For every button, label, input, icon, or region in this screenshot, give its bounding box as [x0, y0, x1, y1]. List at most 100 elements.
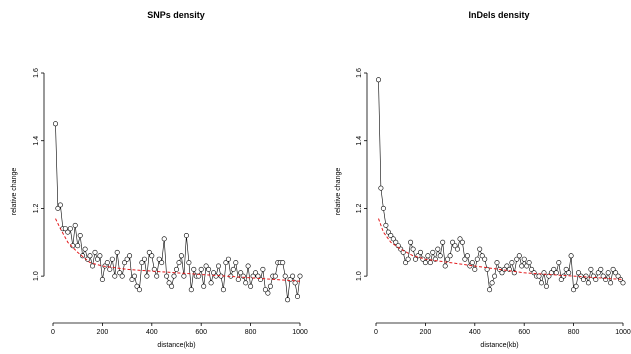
data-point [378, 185, 384, 191]
data-point [109, 256, 115, 262]
data-point [114, 249, 120, 255]
data-point [390, 236, 396, 242]
data-point [112, 273, 118, 279]
data-point [260, 266, 266, 272]
data-point [134, 283, 140, 289]
data-point [243, 280, 249, 286]
data-point [383, 222, 389, 228]
data-point [154, 273, 160, 279]
y-tick-label: 1.2 [356, 203, 363, 213]
data-point [524, 263, 530, 269]
data-point [469, 260, 475, 266]
data-point [253, 270, 259, 276]
data-point [608, 280, 614, 286]
data-point [509, 260, 515, 266]
data-point [248, 283, 254, 289]
y-axis-label: relative change [335, 168, 342, 216]
data-point [393, 239, 399, 245]
data-point [67, 226, 73, 232]
y-tick-label: 1.4 [356, 136, 363, 146]
data-point [580, 276, 586, 282]
data-point [388, 233, 394, 239]
data-point [213, 273, 219, 279]
data-point [445, 256, 451, 262]
data-point [561, 273, 567, 279]
data-point [186, 260, 192, 266]
data-point [220, 287, 226, 293]
data-point [136, 287, 142, 293]
data-point [62, 226, 68, 232]
data-point [385, 229, 391, 235]
data-point [178, 253, 184, 259]
y-tick-label: 1.6 [33, 68, 40, 78]
y-axis-label: relative change [11, 168, 18, 216]
x-axis-label: distance(kb) [480, 342, 518, 349]
y-tick-label: 1.4 [33, 136, 40, 146]
data-point [245, 263, 251, 269]
data-point [442, 263, 448, 269]
data-point [403, 260, 409, 266]
data-point [588, 266, 594, 272]
data-point [82, 246, 88, 252]
data-point [235, 276, 241, 282]
data-point [75, 243, 81, 249]
data-point [472, 266, 478, 272]
data-point [104, 260, 110, 266]
data-point [410, 246, 416, 252]
data-point [55, 205, 61, 211]
data-point [536, 273, 542, 279]
data-point [174, 266, 180, 272]
data-point [65, 229, 71, 235]
data-point [405, 256, 411, 262]
data-point [57, 202, 63, 208]
data-point [563, 266, 569, 272]
data-point [280, 260, 286, 266]
data-point [117, 270, 123, 276]
data-point [610, 266, 616, 272]
data-point [430, 249, 436, 255]
data-point [435, 246, 441, 252]
data-point [613, 270, 619, 276]
chart-panel-2: InDels density distance(kb) relative chang… [335, 10, 631, 349]
data-point [146, 249, 152, 255]
data-point [149, 253, 155, 259]
data-point [183, 233, 189, 239]
data-point [201, 283, 207, 289]
data-point [292, 280, 298, 286]
data-point [161, 236, 167, 242]
data-point [467, 263, 473, 269]
data-point [474, 256, 480, 262]
data-point [262, 287, 268, 293]
data-point [417, 249, 423, 255]
data-point [267, 283, 273, 289]
data-point [97, 253, 103, 259]
data-point [489, 280, 495, 286]
data-point [585, 280, 591, 286]
data-point [107, 266, 113, 272]
y-tick-label: 1.2 [33, 203, 40, 213]
data-point [99, 276, 105, 282]
data-point [77, 233, 83, 239]
data-point [440, 239, 446, 245]
data-point [290, 273, 296, 279]
data-point [375, 77, 381, 83]
data-point [615, 273, 621, 279]
data-point [216, 263, 222, 269]
data-point [80, 253, 86, 259]
data-point [479, 253, 485, 259]
x-tick-label: 600 [518, 329, 530, 336]
data-point [620, 280, 626, 286]
data-point [583, 273, 589, 279]
data-point [598, 266, 604, 272]
data-point [551, 266, 557, 272]
data-point [425, 253, 431, 259]
x-tick-label: 0 [51, 329, 55, 336]
data-point [169, 283, 175, 289]
data-point [595, 270, 601, 276]
x-tick-label: 400 [146, 329, 158, 336]
data-point [422, 260, 428, 266]
data-point [272, 273, 278, 279]
x-tick-label: 0 [374, 329, 378, 336]
data-point [225, 256, 231, 262]
data-point [427, 260, 433, 266]
